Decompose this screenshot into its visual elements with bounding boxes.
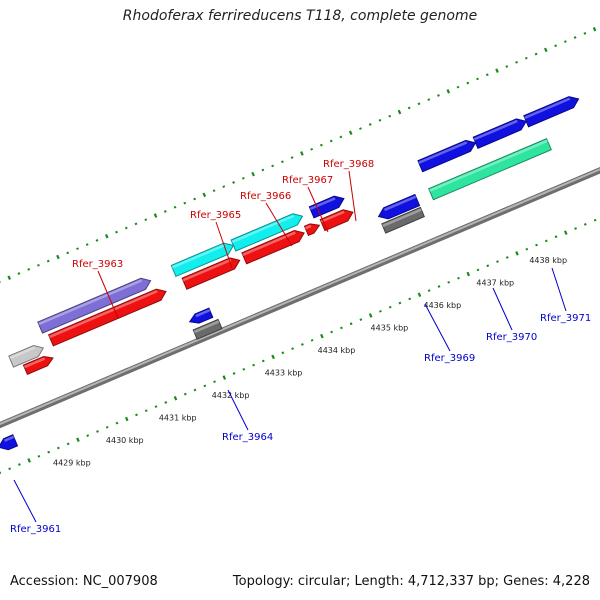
genome-title: Rhodoferax ferrireducens T118, complete … [122,8,478,24]
gene-plus-red-small-highlight [23,357,46,369]
gene-rfer-3963-red[interactable] [47,288,167,347]
gene-rfer-3966-red-highlight [242,231,296,256]
gene-rfer-3969-grey-highlight [382,208,422,228]
gene-label-rfer-3966[interactable]: Rfer_3966 [240,191,291,202]
gene-label-rfer-3970[interactable]: Rfer_3970 [486,332,537,343]
gene-rfer-3969-blue-highlight [384,195,417,212]
scale-label-4430: 4430 kbp [106,436,144,445]
gene-rfer-3969-grey[interactable] [381,206,425,234]
leader-rfer-3965 [215,221,233,269]
gene-rfer-3966-cyan-highlight [231,214,295,244]
gene-rfer-3968-blue-highlight [309,197,336,210]
gene-rfer-3964-blue[interactable] [188,307,214,324]
gene-plus-blue-c-highlight [524,97,571,119]
gene-plus-lightgrey-highlight [9,346,35,360]
leader-rfer-3969 [424,303,451,352]
gene-rfer-3964-grey[interactable] [192,318,223,340]
gene-rfer-3963-purple[interactable] [37,277,152,334]
scale-tick-row [0,218,597,474]
gene-rfer-3968-red-highlight [320,210,345,223]
genome-backbone-highlight [0,168,600,426]
gene-rfer-3967-red[interactable] [303,223,321,237]
gene-rfer-3961-blue-highlight [4,435,15,442]
gene-plus-red-small[interactable] [22,355,54,375]
gene-rfer-3970-seagreen-highlight [429,139,548,192]
scale-label-4434: 4434 kbp [318,346,356,355]
gene-label-rfer-3965[interactable]: Rfer_3965 [190,210,241,221]
scale-label-4438: 4438 kbp [529,256,567,265]
scale-label-4431: 4431 kbp [159,413,197,422]
gene-rfer-3969-blue[interactable] [377,193,421,220]
gene-rfer-3966-red[interactable] [241,229,305,265]
gene-rfer-3970-seagreen[interactable] [428,138,552,201]
gene-label-rfer-3967[interactable]: Rfer_3967 [282,175,333,186]
gene-rfer-3968-blue[interactable] [308,195,345,219]
gene-label-rfer-3968[interactable]: Rfer_3968 [323,159,374,170]
gene-rfer-3968-red[interactable] [319,209,354,232]
scale-label-4435: 4435 kbp [371,324,409,333]
gene-plus-blue-b-highlight [473,119,518,141]
gene-rfer-3966-cyan[interactable] [230,213,304,252]
outer-tick-row [0,26,597,283]
gene-plus-blue-a[interactable] [417,139,477,173]
gene-rfer-3965-red-highlight [182,258,232,282]
gene-label-rfer-3969[interactable]: Rfer_3969 [424,353,475,364]
leader-rfer-3967 [307,186,329,233]
scale-label-4436: 4436 kbp [423,301,461,310]
genome-info-text: Topology: circular; Length: 4,712,337 bp… [232,574,590,589]
gene-label-rfer-3971[interactable]: Rfer_3971 [540,313,591,324]
gene-plus-blue-c[interactable] [523,96,580,128]
leader-rfer-3970 [492,287,513,331]
leader-rfer-3968 [348,170,357,222]
gene-plus-blue-a-highlight [418,141,468,164]
genome-backbone [0,167,600,429]
gene-rfer-3965-cyan-highlight [171,244,226,269]
scale-label-4433: 4433 kbp [265,369,303,378]
gene-plus-blue-b[interactable] [472,118,527,149]
scale-label-4429: 4429 kbp [53,458,91,467]
gene-rfer-3964-grey-highlight [193,320,220,334]
gene-rfer-3961-blue[interactable] [0,434,19,451]
gene-rfer-3964-blue-highlight [195,309,211,318]
gene-label-rfer-3961[interactable]: Rfer_3961 [10,524,61,535]
leader-rfer-3971 [551,267,567,312]
leader-rfer-3966 [265,202,293,247]
leader-rfer-3963 [97,270,119,319]
gene-plus-lightgrey[interactable] [8,344,45,368]
leader-rfer-3964 [227,389,249,431]
accession-text: Accession: NC_007908 [10,574,158,589]
gene-rfer-3965-red[interactable] [181,257,241,290]
gene-rfer-3963-purple-highlight [38,279,143,326]
gene-rfer-3965-cyan[interactable] [170,242,235,278]
scale-label-4437: 4437 kbp [476,279,514,288]
gene-label-rfer-3964[interactable]: Rfer_3964 [222,432,273,443]
gene-rfer-3963-red-highlight [49,290,158,339]
gene-rfer-3967-red-highlight [304,224,312,230]
leader-rfer-3961 [13,479,37,523]
gene-label-rfer-3963[interactable]: Rfer_3963 [72,259,123,270]
